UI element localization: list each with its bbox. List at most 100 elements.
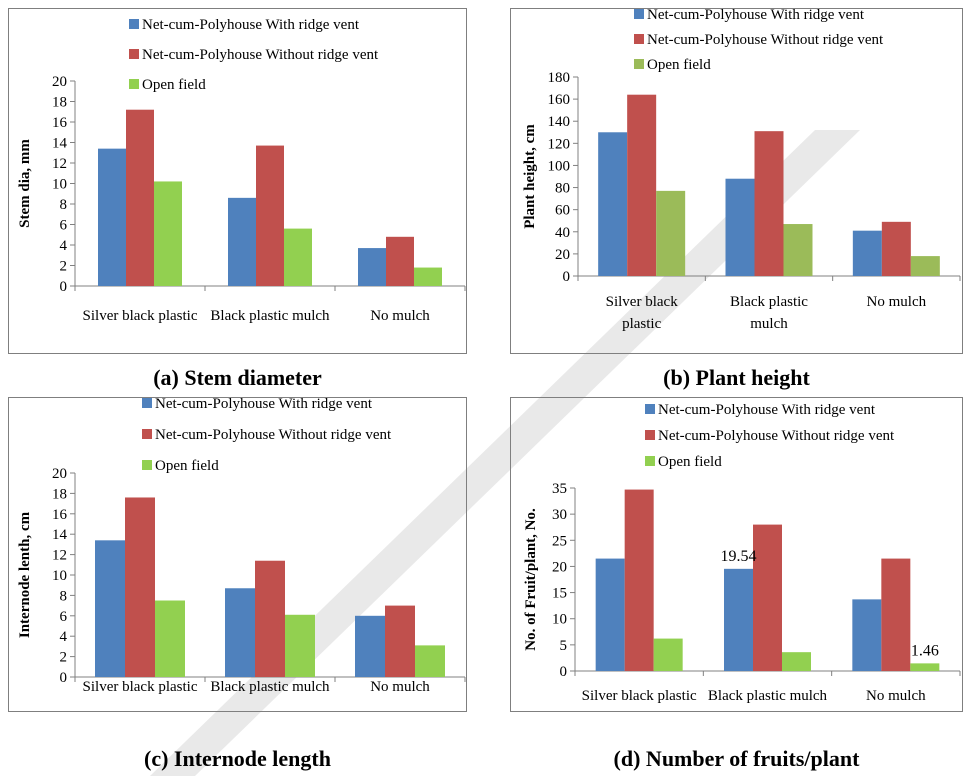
panel-fruits-per-plant: 0 5 10 15 20 25 30 35 Silver black plastic Black … (510, 397, 963, 712)
y-tick-label: 0 (60, 670, 68, 686)
y-tick-label: 100 (548, 158, 571, 174)
bar-1 (852, 599, 882, 671)
legend-swatch (142, 460, 152, 470)
bar-2 (126, 109, 154, 286)
legend-swatch (129, 49, 139, 59)
y-tick-label: 120 (548, 136, 571, 152)
y-tick-label: 14 (52, 136, 68, 152)
y-tick-label: 35 (552, 481, 567, 497)
chart-stem-diameter: 0 2 4 6 8 10 12 14 16 18 20 Silver black plastic Bla… (17, 17, 466, 324)
bar-1 (595, 558, 625, 671)
x-category-label: No mulch (866, 688, 926, 704)
legend-swatch (645, 456, 655, 466)
bar-1 (725, 178, 755, 276)
x-category-label: No mulch (867, 294, 927, 310)
y-tick-label: 20 (555, 247, 570, 263)
bar-3 (653, 638, 683, 671)
y-tick-label: 60 (555, 203, 570, 219)
legend-swatch (129, 79, 139, 89)
bar-3 (414, 267, 442, 286)
chart-plant-height: 0 20 40 60 80 100 120 140 160 180 Silver black plas… (522, 7, 961, 332)
bar-3 (783, 224, 813, 276)
bar-2 (881, 221, 911, 276)
y-tick-label: 6 (60, 218, 68, 234)
caption-plant-height: (b) Plant height (663, 365, 810, 390)
y-tick-label: 10 (52, 568, 67, 584)
panel-stem-diameter: 0 2 4 6 8 10 12 14 16 18 20 Silver black plastic Bla… (8, 8, 467, 354)
bar-1 (724, 568, 753, 671)
legend-swatch (142, 429, 152, 439)
chart-internode-length: 0 2 4 6 8 10 12 14 16 18 20 Silver black plastic Bla… (17, 396, 466, 695)
bar-2 (385, 605, 415, 677)
legend-entry: Open field (658, 454, 722, 470)
x-category-label: No mulch (370, 308, 430, 324)
y-tick-label: 40 (555, 225, 570, 241)
x-category-label: Silver black plastic (83, 308, 198, 324)
legend-entry: Net-cum-Polyhouse Without ridge vent (155, 427, 392, 443)
bar-1 (358, 248, 386, 286)
legend-entry: Net-cum-Polyhouse With ridge vent (155, 396, 373, 412)
bar-2 (627, 94, 657, 276)
y-tick-label: 20 (52, 74, 67, 90)
panel-internode-length: 0 2 4 6 8 10 12 14 16 18 20 Silver black plastic Bla… (8, 396, 467, 712)
y-tick-label: 20 (52, 466, 67, 482)
x-category-label: Silver black plastic (606, 294, 679, 332)
y-tick-label: 18 (52, 486, 67, 502)
legend-entry: Open field (155, 458, 219, 474)
y-tick-label: 8 (60, 197, 68, 213)
y-tick-label: 12 (52, 156, 67, 172)
bar-2 (753, 524, 782, 671)
caption-stem-diameter: (a) Stem diameter (153, 365, 322, 390)
bar-3 (415, 645, 445, 677)
y-tick-label: 10 (52, 177, 67, 193)
bar-1 (228, 197, 256, 286)
y-tick-label: 10 (552, 612, 567, 628)
bar-2 (256, 145, 284, 286)
data-label: 1.46 (911, 642, 939, 659)
bar-3 (154, 181, 182, 286)
y-tick-label: 25 (552, 533, 567, 549)
y-tick-label: 16 (52, 115, 68, 131)
legend-entry: Net-cum-Polyhouse Without ridge vent (142, 47, 379, 63)
legend-swatch (645, 404, 655, 414)
legend-swatch (645, 430, 655, 440)
y-tick-label: 6 (60, 609, 68, 625)
bar-2 (386, 236, 414, 286)
y-tick-label: 16 (52, 507, 68, 523)
x-category-label: Black plastic mulch (708, 688, 828, 704)
bar-3 (910, 256, 940, 276)
legend-entry: Net-cum-Polyhouse Without ridge vent (658, 428, 895, 444)
y-tick-label: 80 (555, 181, 570, 197)
bar-3 (285, 614, 315, 677)
legend-entry: Net-cum-Polyhouse Without ridge vent (647, 32, 884, 48)
y-tick-label: 180 (548, 70, 571, 86)
legend-entry: Net-cum-Polyhouse With ridge vent (658, 402, 876, 418)
legend-swatch (634, 9, 644, 19)
y-tick-label: 20 (552, 559, 567, 575)
legend-entry: Open field (647, 57, 711, 73)
y-axis-title: Plant height, cm (522, 124, 538, 229)
y-tick-label: 0 (60, 279, 68, 295)
data-label: 19.54 (721, 548, 757, 565)
y-tick-label: 8 (60, 588, 68, 604)
y-tick-label: 18 (52, 95, 67, 111)
x-category-label: Black plastic mulch (210, 679, 330, 695)
bar-2 (754, 131, 784, 276)
y-tick-label: 140 (548, 114, 571, 130)
y-tick-label: 2 (60, 650, 68, 666)
x-category-label: Silver black plastic (582, 688, 697, 704)
bar-1 (598, 132, 628, 276)
y-tick-label: 0 (560, 664, 568, 680)
bar-2 (881, 558, 911, 671)
y-tick-label: 4 (60, 629, 68, 645)
x-category-label: Silver black plastic (83, 679, 198, 695)
bar-1 (225, 588, 255, 677)
chart-fruits-per-plant: 0 5 10 15 20 25 30 35 Silver black plastic Black … (523, 402, 961, 704)
caption-number-of-fruits: (d) Number of fruits/plant (613, 746, 860, 771)
y-tick-label: 5 (560, 638, 568, 654)
bar-3 (656, 190, 686, 276)
y-axis-title: Stem dia, mm (17, 139, 33, 228)
legend-swatch (142, 398, 152, 408)
y-tick-label: 160 (548, 92, 571, 108)
legend-swatch (634, 34, 644, 44)
